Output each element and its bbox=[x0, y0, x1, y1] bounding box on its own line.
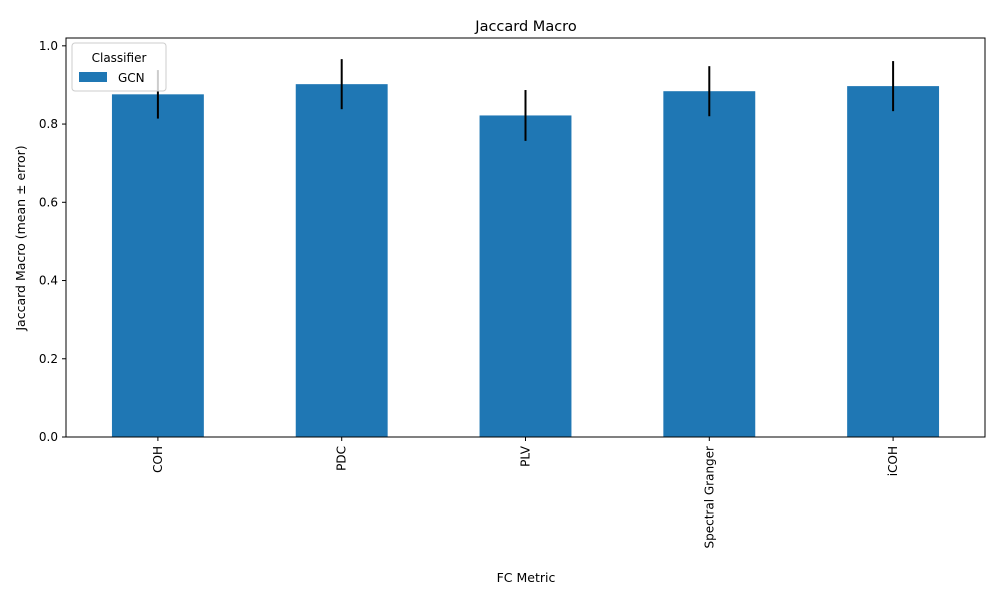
bar-coh bbox=[111, 94, 204, 438]
bar-icoh bbox=[847, 86, 940, 437]
x-tick-label-spectral-granger: Spectral Granger bbox=[702, 446, 716, 549]
x-axis-label: FC Metric bbox=[497, 570, 556, 585]
legend: Classifier GCN bbox=[71, 42, 167, 92]
x-tick-label-pdc: PDC bbox=[335, 446, 349, 471]
y-axis-label: Jaccard Macro (mean ± error) bbox=[13, 145, 28, 331]
x-tick-label-coh: COH bbox=[151, 446, 165, 473]
y-tick-label-4: 0.8 bbox=[39, 117, 58, 131]
bar-plv bbox=[479, 115, 572, 437]
legend-swatch-gcn bbox=[79, 72, 107, 82]
plot-frame bbox=[65, 37, 986, 438]
chart-title: Jaccard Macro bbox=[474, 19, 577, 35]
y-tick-label-5: 1.0 bbox=[39, 39, 58, 53]
bar-spectral-granger bbox=[663, 91, 756, 437]
x-tick-label-plv: PLV bbox=[519, 445, 533, 467]
bar-pdc bbox=[295, 84, 388, 438]
y-tick-label-3: 0.6 bbox=[39, 195, 58, 209]
x-tick-label-icoh: iCOH bbox=[886, 446, 900, 476]
y-tick-label-1: 0.2 bbox=[39, 352, 58, 366]
legend-title: Classifier bbox=[92, 51, 147, 65]
y-tick-label-0: 0.0 bbox=[39, 430, 58, 444]
y-tick-label-2: 0.4 bbox=[39, 274, 58, 288]
legend-entry-gcn: GCN bbox=[118, 71, 145, 85]
